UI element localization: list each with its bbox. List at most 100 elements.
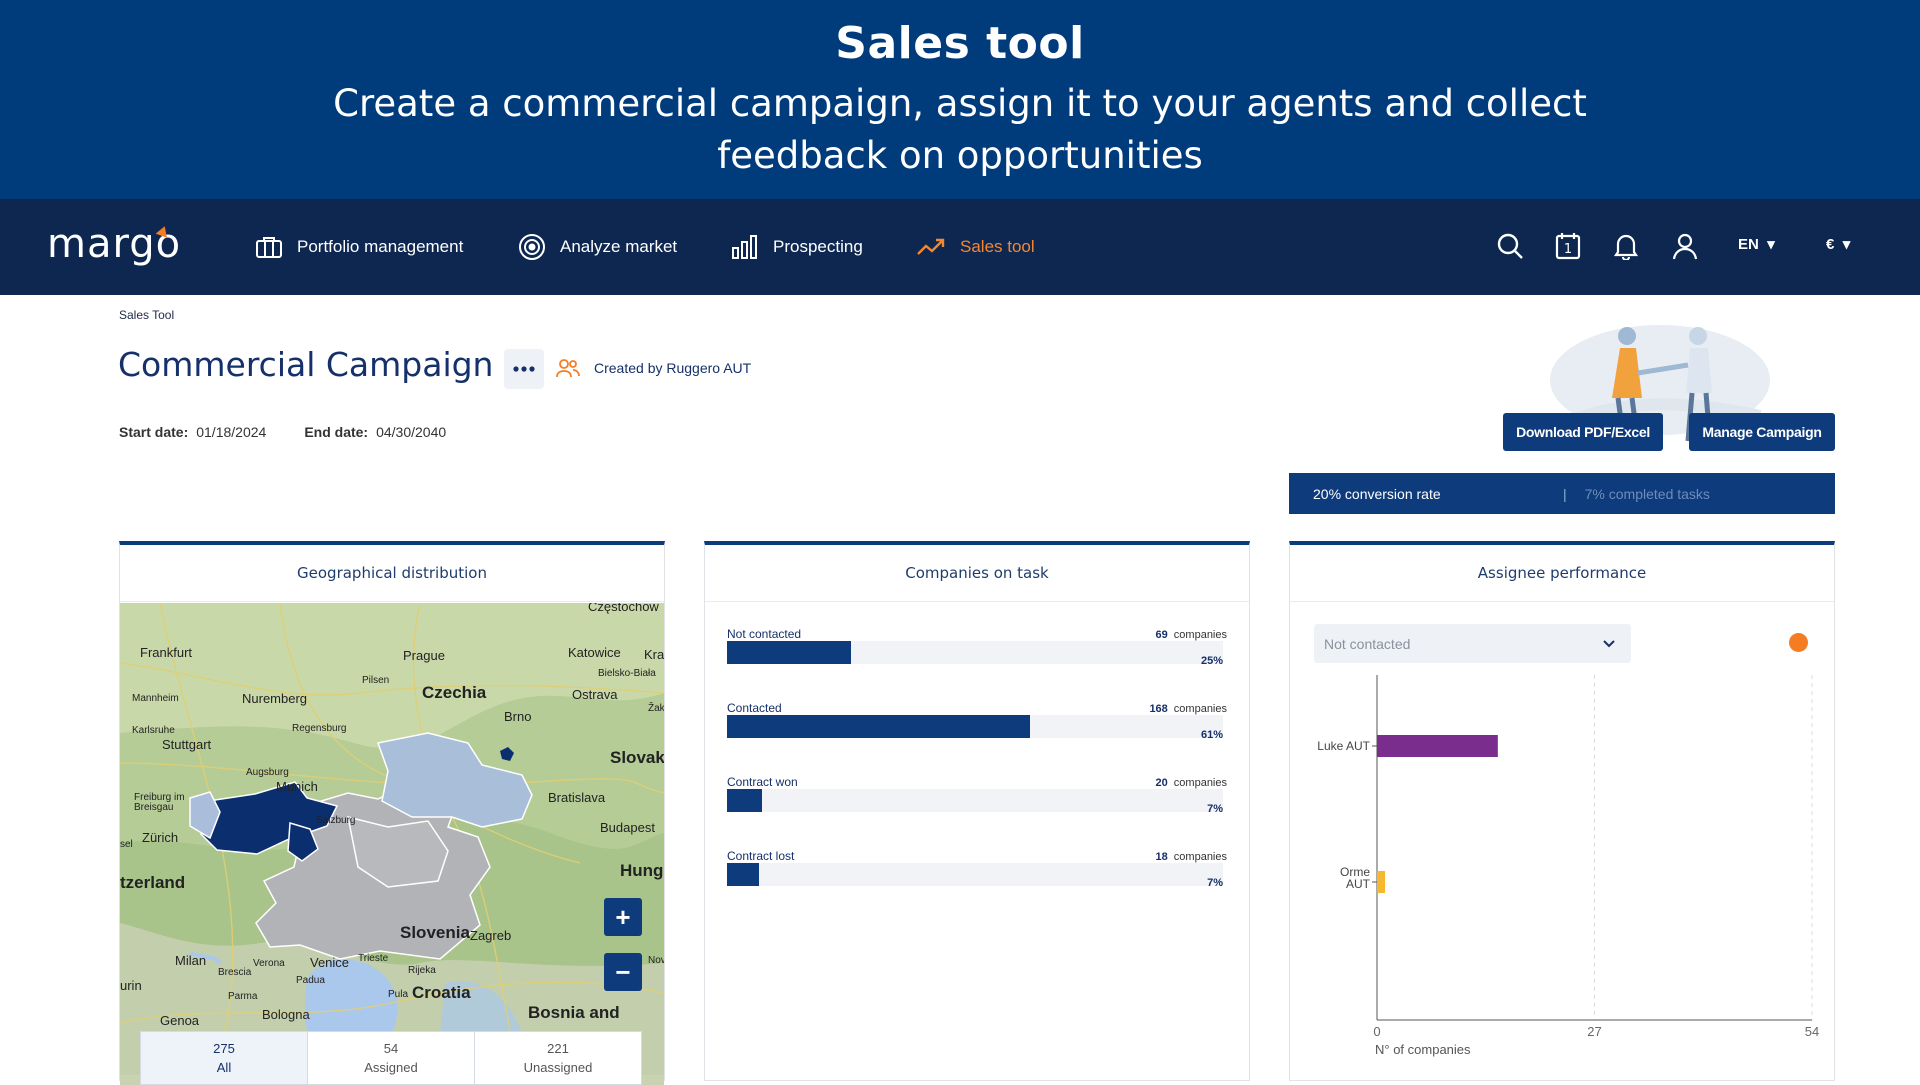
nav-label: Prospecting (773, 237, 863, 256)
map-label: Stuttgart (162, 737, 212, 752)
map-label: Prague (403, 648, 445, 663)
map-label: Venice (310, 955, 350, 970)
task-progress-fill (727, 715, 1030, 738)
map-stats: 275 All 54 Assigned 221 Unassigned (140, 1031, 642, 1085)
task-percent: 7% (1207, 877, 1223, 889)
start-date: Start date: 01/18/2024 (119, 424, 266, 440)
task-count: 18 companies (1156, 851, 1227, 863)
zoom-out-button[interactable]: − (604, 953, 642, 991)
stat-unassigned[interactable]: 221 Unassigned (475, 1032, 641, 1084)
language-select[interactable]: EN ▾ (1738, 235, 1775, 253)
task-count-unit: companies (1173, 777, 1227, 789)
map-label: Croatia (412, 983, 471, 1002)
divider: | (1563, 485, 1567, 502)
end-date: End date: 04/30/2040 (304, 424, 446, 440)
stat-all[interactable]: 275 All (141, 1032, 308, 1084)
campaign-progress-bar: 20% conversion rate | 7% completed tasks (1289, 473, 1835, 514)
stat-label: Unassigned (523, 1060, 593, 1075)
task-count-value: 20 (1155, 777, 1168, 789)
geo-distribution-card: Geographical distribution (119, 541, 665, 1085)
map-label: Verona (253, 958, 285, 969)
stat-assigned[interactable]: 54 Assigned (308, 1032, 475, 1084)
map-label: Novi (648, 955, 664, 966)
campaign-dates: Start date: 01/18/2024 End date: 04/30/204… (119, 424, 446, 440)
map-label: Žak (648, 703, 664, 714)
bell-icon[interactable] (1611, 231, 1641, 261)
manage-campaign-button[interactable]: Manage Campaign (1689, 413, 1835, 451)
task-label: Contract lost (727, 849, 795, 863)
map-label: tzerland (120, 873, 186, 892)
bar-orme-aut (1377, 871, 1386, 893)
map-label: Rijeka (408, 965, 436, 976)
map-label: sel (120, 839, 133, 850)
map-label: Ostrava (572, 687, 618, 702)
x-tick-label: 27 (1587, 1024, 1601, 1039)
card-title: Companies on task (705, 545, 1249, 602)
map-label: Padua (296, 975, 325, 986)
currency-select[interactable]: € ▾ (1826, 235, 1850, 253)
nav-portfolio-management[interactable]: Portfolio management (255, 229, 463, 265)
map-label: Salzburg (316, 815, 356, 826)
map-label: Zürich (142, 830, 179, 845)
nav-prospecting[interactable]: Prospecting (731, 229, 863, 265)
margo-logo[interactable]: margo (47, 221, 182, 267)
calendar-icon[interactable]: 1 (1553, 231, 1583, 261)
status-filter-value: Not contacted (1324, 635, 1411, 652)
map-label: Augsburg (246, 767, 289, 778)
task-progress-track (727, 715, 1223, 738)
nav-label: Sales tool (960, 237, 1035, 256)
bar-luke-aut (1377, 735, 1498, 757)
creator-text: Created by Ruggero AUT (594, 360, 752, 376)
task-progress-fill (727, 789, 762, 812)
download-pdf-excel-button[interactable]: Download PDF/Excel (1503, 413, 1663, 451)
x-tick-label: 0 (1373, 1024, 1380, 1039)
map-label: Genoa (160, 1013, 200, 1028)
map-label: Pilsen (362, 675, 390, 686)
map-label: Hung (620, 861, 664, 880)
map-label: Brno (504, 709, 532, 724)
nav-sales-tool[interactable]: Sales tool (916, 229, 1035, 265)
nav-label: Portfolio management (297, 237, 464, 256)
banner-subtitle: Create a commercial campaign, assign it … (333, 82, 1587, 177)
user-icon[interactable] (1670, 231, 1700, 261)
caret-down-icon: ▾ (1767, 236, 1775, 253)
geo-map[interactable]: Częstochow Frankfurt Prague Katowice Kra… (120, 603, 664, 1085)
info-icon[interactable] (1789, 633, 1808, 652)
status-filter-select[interactable]: Not contacted (1314, 624, 1631, 663)
map-label: Czechia (422, 683, 487, 702)
map-label: Brescia (218, 967, 252, 978)
users-icon (556, 359, 580, 378)
breadcrumb[interactable]: Sales Tool (119, 308, 175, 322)
map-label: Częstochow (588, 603, 659, 614)
card-title: Assignee performance (1290, 545, 1834, 602)
more-options-button[interactable] (504, 349, 544, 389)
map-label: Karlsruhe (132, 725, 175, 736)
task-label: Contacted (727, 701, 782, 715)
task-percent: 61% (1200, 729, 1223, 741)
map-label: Bosnia and (528, 1003, 620, 1022)
map-label: urin (120, 978, 142, 993)
task-count-value: 18 (1155, 851, 1168, 863)
chevron-down-icon (1603, 640, 1615, 648)
map-label: Pula (388, 989, 409, 1000)
nav-analyze-market[interactable]: Analyze market (518, 229, 677, 265)
top-navbar: margo Portfolio management Analyze marke… (0, 199, 1920, 295)
briefcase-icon (256, 237, 282, 258)
map-label: Slovenia (400, 923, 470, 942)
map-label: Bologna (262, 1007, 310, 1022)
search-icon[interactable] (1495, 231, 1525, 261)
map-label: Budapest (600, 820, 655, 835)
task-count-value: 168 (1149, 703, 1168, 715)
task-percent: 25% (1200, 655, 1223, 667)
task-count-unit: companies (1173, 629, 1227, 641)
zoom-in-button[interactable]: + (604, 898, 642, 936)
task-label: Not contacted (727, 627, 802, 641)
card-title: Geographical distribution (120, 545, 664, 602)
task-count-unit: companies (1173, 851, 1227, 863)
banner-title: Sales tool (835, 18, 1085, 69)
stat-label: Assigned (364, 1060, 418, 1075)
companies-on-task-card: Companies on task Not contacted 69 compan… (704, 541, 1250, 1081)
y-tick-label: Orme (1340, 865, 1370, 879)
task-label: Contract won (727, 775, 798, 789)
